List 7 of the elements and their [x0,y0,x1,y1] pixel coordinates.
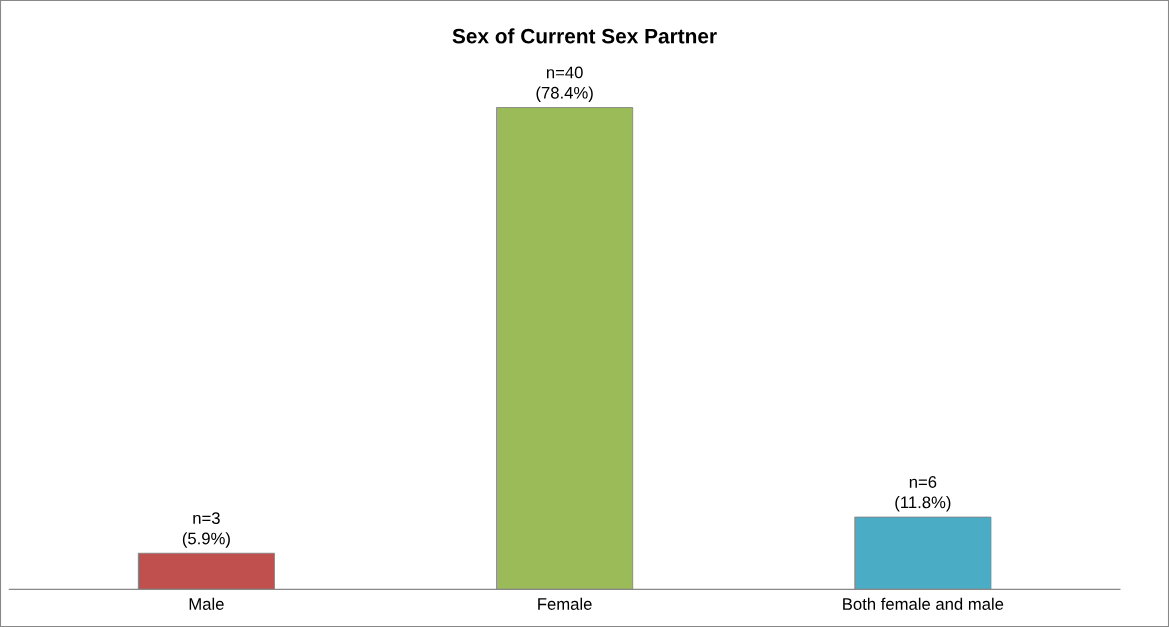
chart-title: Sex of Current Sex Partner [452,28,717,44]
data-label: n=6 (11.8%) [895,476,951,512]
x-tick-label: Male [189,597,224,610]
data-label: n=40 (78.4%) [536,66,593,102]
x-tick-label: Female [538,597,592,610]
data-label: n=3 (5.9%) [182,512,230,548]
x-tick-label: Both female and male [843,597,1004,610]
